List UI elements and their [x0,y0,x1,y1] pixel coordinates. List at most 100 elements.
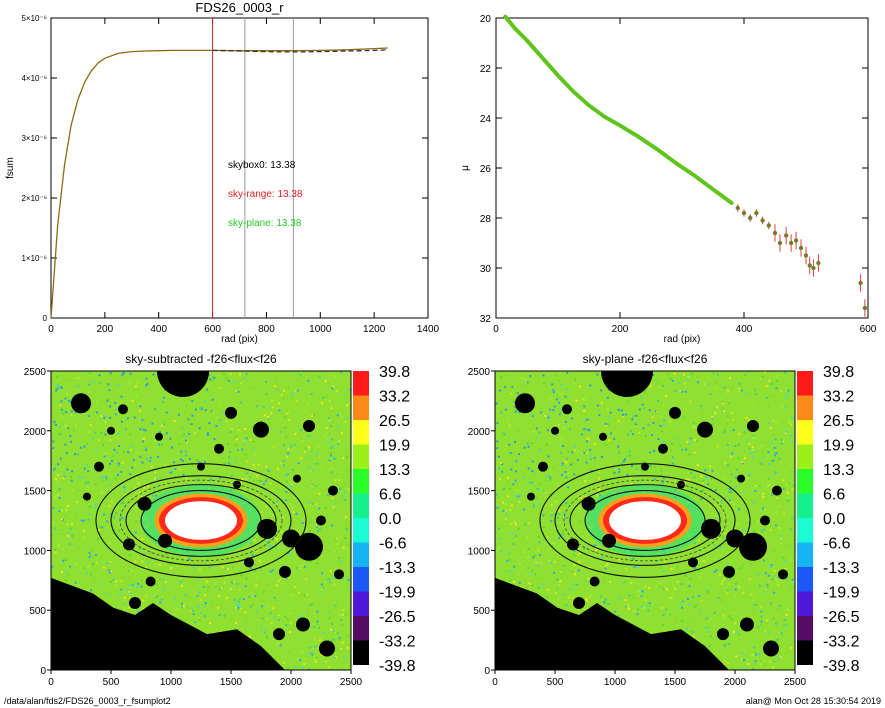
noise-pixel [761,450,764,453]
noise-pixel [508,443,511,446]
noise-pixel [657,399,659,402]
noise-pixel [143,486,146,489]
noise-pixel [115,580,118,583]
noise-pixel [748,473,751,476]
noise-pixel [650,434,653,436]
noise-pixel [290,483,293,486]
noise-pixel [564,502,567,505]
noise-pixel [134,531,137,534]
noise-pixel [715,513,718,516]
noise-pixel [570,463,573,466]
noise-pixel [546,429,549,432]
noise-pixel [604,443,607,446]
noise-pixel [558,401,561,404]
x-tick-label: 500 [103,677,120,688]
isophote-ellipse-1 [95,463,307,578]
noise-pixel [87,486,89,489]
noise-pixel [162,578,165,581]
galaxy-core [165,501,237,540]
noise-pixel [52,448,55,451]
noise-pixel [136,556,139,559]
noise-pixel [660,430,663,433]
noise-pixel [510,523,513,526]
noise-pixel [514,410,517,413]
noise-pixel [340,619,343,621]
noise-pixel [208,422,211,424]
noise-pixel [543,526,545,528]
noise-pixel [66,468,69,471]
noise-pixel [754,660,757,663]
noise-pixel [137,609,140,612]
noise-pixel [123,450,126,453]
noise-pixel [100,491,103,494]
noise-pixel [557,512,560,515]
noise-pixel [88,513,91,516]
noise-pixel [690,490,693,493]
noise-pixel [587,437,590,440]
noise-pixel [766,583,769,586]
noise-pixel [113,516,115,519]
noise-pixel [255,494,258,497]
noise-pixel [741,564,744,567]
noise-pixel [65,570,68,573]
data-point [788,240,794,246]
noise-pixel [722,615,725,618]
noise-pixel [311,415,314,417]
noise-pixel [178,443,181,446]
noise-pixel [86,442,89,445]
noise-pixel [255,592,258,595]
noise-pixel [500,550,503,553]
noise-pixel [64,424,67,427]
noise-pixel [726,398,729,401]
noise-pixel [126,588,129,591]
noise-pixel [87,391,90,393]
noise-pixel [747,474,750,477]
noise-pixel [773,591,776,594]
noise-pixel [334,604,337,607]
noise-pixel [328,419,331,422]
noise-pixel [701,482,704,485]
noise-pixel [266,617,269,620]
noise-pixel [94,483,97,486]
noise-pixel [498,478,501,481]
noise-pixel [782,479,785,482]
noise-pixel [220,629,223,632]
noise-pixel [733,503,735,505]
noise-pixel [129,433,132,436]
noise-pixel [642,591,644,594]
noise-pixel [258,560,261,563]
noise-pixel [746,371,749,373]
noise-pixel [496,550,499,553]
noise-pixel [557,530,560,533]
noise-pixel [186,606,189,609]
noise-pixel [250,439,253,441]
noise-pixel [245,577,248,580]
fsum-series-line-1 [50,47,388,319]
data-point [803,253,809,258]
noise-pixel [255,479,258,482]
noise-pixel [276,388,279,391]
noise-pixel [595,549,598,551]
noise-pixel [528,481,531,484]
noise-pixel [767,631,770,634]
noise-pixel [517,495,520,498]
noise-pixel [271,399,274,402]
masked-star [71,393,91,414]
noise-pixel [723,431,726,433]
noise-pixel [768,463,770,465]
noise-pixel [58,426,61,429]
noise-pixel [521,384,524,387]
noise-pixel [57,544,60,547]
noise-pixel [563,565,566,567]
noise-pixel [265,381,268,383]
noise-pixel [526,442,529,445]
noise-pixel [790,558,793,561]
noise-pixel [223,442,226,445]
noise-pixel [496,448,499,451]
noise-pixel [501,463,504,466]
noise-pixel [538,488,541,491]
noise-pixel [280,462,283,465]
noise-pixel [767,516,770,519]
noise-pixel [501,470,504,473]
noise-pixel [633,610,636,613]
